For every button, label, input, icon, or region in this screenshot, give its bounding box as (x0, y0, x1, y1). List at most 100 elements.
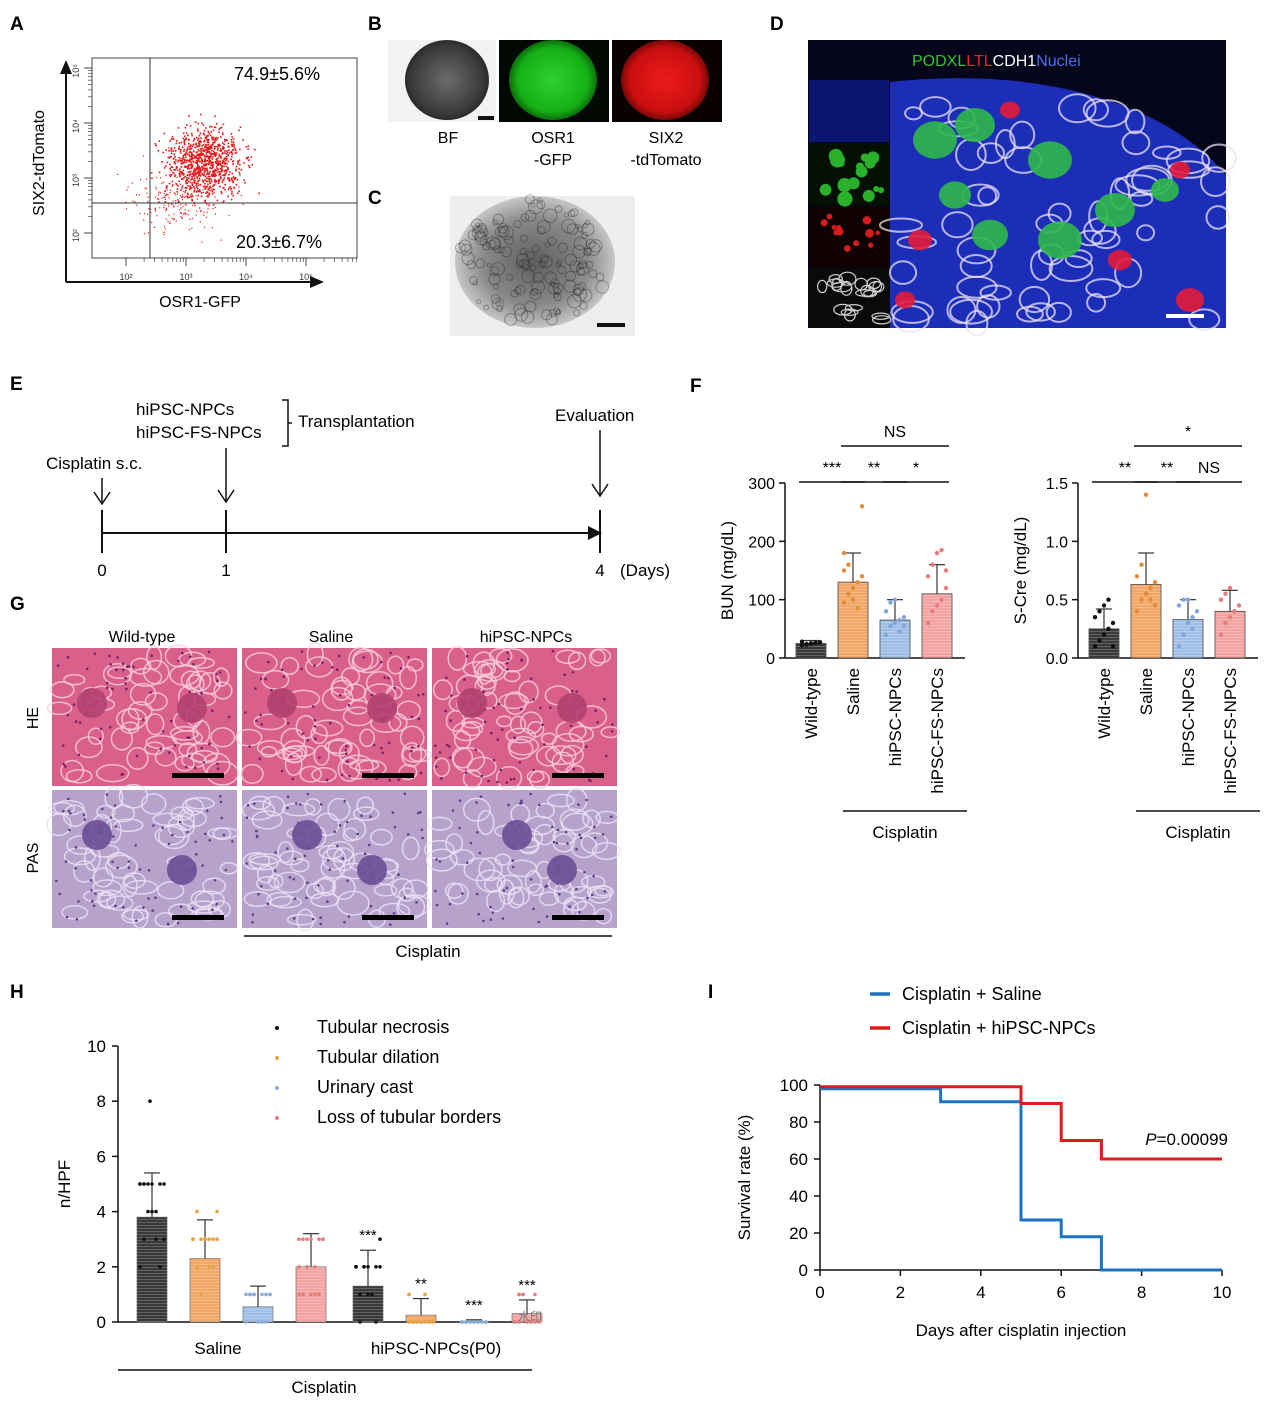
histology-nucleus (173, 744, 177, 747)
facs-event-dot (231, 145, 234, 147)
histology-tubule (568, 725, 594, 743)
facs-event-dot (180, 157, 182, 160)
facs-event-dot (188, 154, 190, 156)
organoid-cell-cluster (492, 283, 499, 290)
organoid-cell-cluster (524, 300, 537, 313)
facs-event-dot (203, 226, 206, 228)
i-y-tick-label: 0 (799, 1261, 808, 1280)
facs-event-dot (196, 157, 199, 159)
glomerulus (82, 820, 112, 850)
facs-event-dot (166, 189, 168, 191)
facs-event-dot (201, 147, 204, 150)
histology-nucleus (362, 656, 366, 659)
histology-nucleus (445, 922, 449, 925)
histology-nucleus (487, 779, 490, 783)
facs-event-dot (190, 179, 192, 181)
facs-event-dot (199, 113, 202, 116)
f-data-point (1101, 632, 1107, 637)
facs-event-dot (187, 171, 190, 173)
histology-nucleus (91, 900, 94, 903)
facs-event-dot (219, 148, 222, 150)
i-legend-label: Cisplatin + hiPSC-NPCs (902, 1018, 1096, 1038)
facs-event-dot (169, 175, 171, 177)
facs-event-dot (230, 138, 233, 141)
h-data-point (411, 1320, 415, 1324)
facs-event-dot (189, 150, 191, 153)
f-category-label: hiPSC-FS-NPCs (928, 668, 947, 794)
histology-tubule (266, 892, 293, 907)
facs-event-dot (235, 151, 238, 154)
histology-nucleus (75, 918, 79, 921)
histology-tubule (498, 879, 515, 905)
organoid-cell-cluster (494, 226, 507, 238)
histology-nucleus (545, 884, 549, 888)
histology-tubule (124, 879, 158, 895)
organoid-cell-cluster (556, 259, 563, 266)
histology-tubule (53, 799, 85, 816)
organoid-cell-cluster (521, 269, 536, 284)
panel-label-d: D (770, 14, 784, 35)
histology-nucleus (135, 754, 139, 758)
f-data-point (897, 617, 902, 623)
if-glomerulus (1108, 249, 1132, 271)
facs-event-dot (247, 145, 250, 147)
h-data-point (203, 1237, 207, 1241)
facs-event-dot (192, 204, 194, 207)
histology-tubule (462, 768, 483, 789)
facs-event-dot (226, 151, 229, 154)
histology-tubule (503, 691, 527, 715)
histology-nucleus (406, 833, 410, 836)
if-inset-white-signal (840, 280, 853, 296)
facs-event-dot (185, 132, 188, 134)
histology-nucleus (346, 760, 349, 763)
glomerulus (167, 855, 197, 885)
facs-event-dot (199, 141, 201, 144)
facs-event-dot (169, 173, 172, 176)
f-data-point (1223, 620, 1228, 626)
facs-event-dot (251, 164, 254, 166)
facs-event-dot (237, 161, 240, 163)
facs-event-dot (203, 133, 206, 136)
glomerulus (547, 855, 577, 885)
facs-event-dot (208, 161, 210, 163)
organoid-cell-cluster (547, 282, 560, 295)
facs-event-dot (181, 146, 184, 148)
facs-event-dot (206, 160, 208, 162)
facs-event-dot (212, 129, 215, 132)
histology-nucleus (482, 690, 486, 694)
histology-tubule (321, 847, 347, 871)
if-inset-white-signal (817, 279, 828, 294)
if-tubule (1030, 249, 1053, 281)
facs-event-dot (178, 145, 180, 148)
organoid-cell-cluster (515, 284, 526, 296)
facs-event-dot (231, 179, 233, 181)
facs-event-dot (154, 207, 156, 209)
h-data-point (321, 1237, 325, 1241)
histology-tubule (110, 727, 133, 751)
histology-nucleus (489, 918, 493, 921)
facs-event-dot (205, 137, 208, 139)
if-glomerulus (908, 229, 932, 251)
facs-event-dot (194, 182, 196, 184)
facs-event-dot (185, 161, 187, 164)
h-data-point (525, 1320, 529, 1324)
histology-tubule (256, 864, 274, 884)
histology-tubule (256, 740, 285, 756)
facs-event-dot (223, 200, 225, 202)
facs-event-dot (193, 177, 196, 180)
h-bar-texture (406, 1315, 436, 1322)
facs-event-dot (163, 231, 165, 233)
facs-event-dot (209, 134, 212, 137)
facs-event-dot (182, 156, 184, 159)
h-data-point (199, 1237, 203, 1241)
facs-event-dot (238, 167, 240, 170)
glomerulus (457, 688, 487, 718)
facs-event-dot (192, 186, 195, 188)
h-legend-marker (275, 1086, 279, 1090)
tomato-label-1: SIX2 (649, 130, 684, 147)
histology-nucleus (142, 718, 145, 721)
facs-event-dot (245, 157, 248, 159)
histology-nucleus (570, 689, 574, 693)
histology-tubule (527, 883, 544, 897)
h-data-point (150, 1182, 154, 1186)
